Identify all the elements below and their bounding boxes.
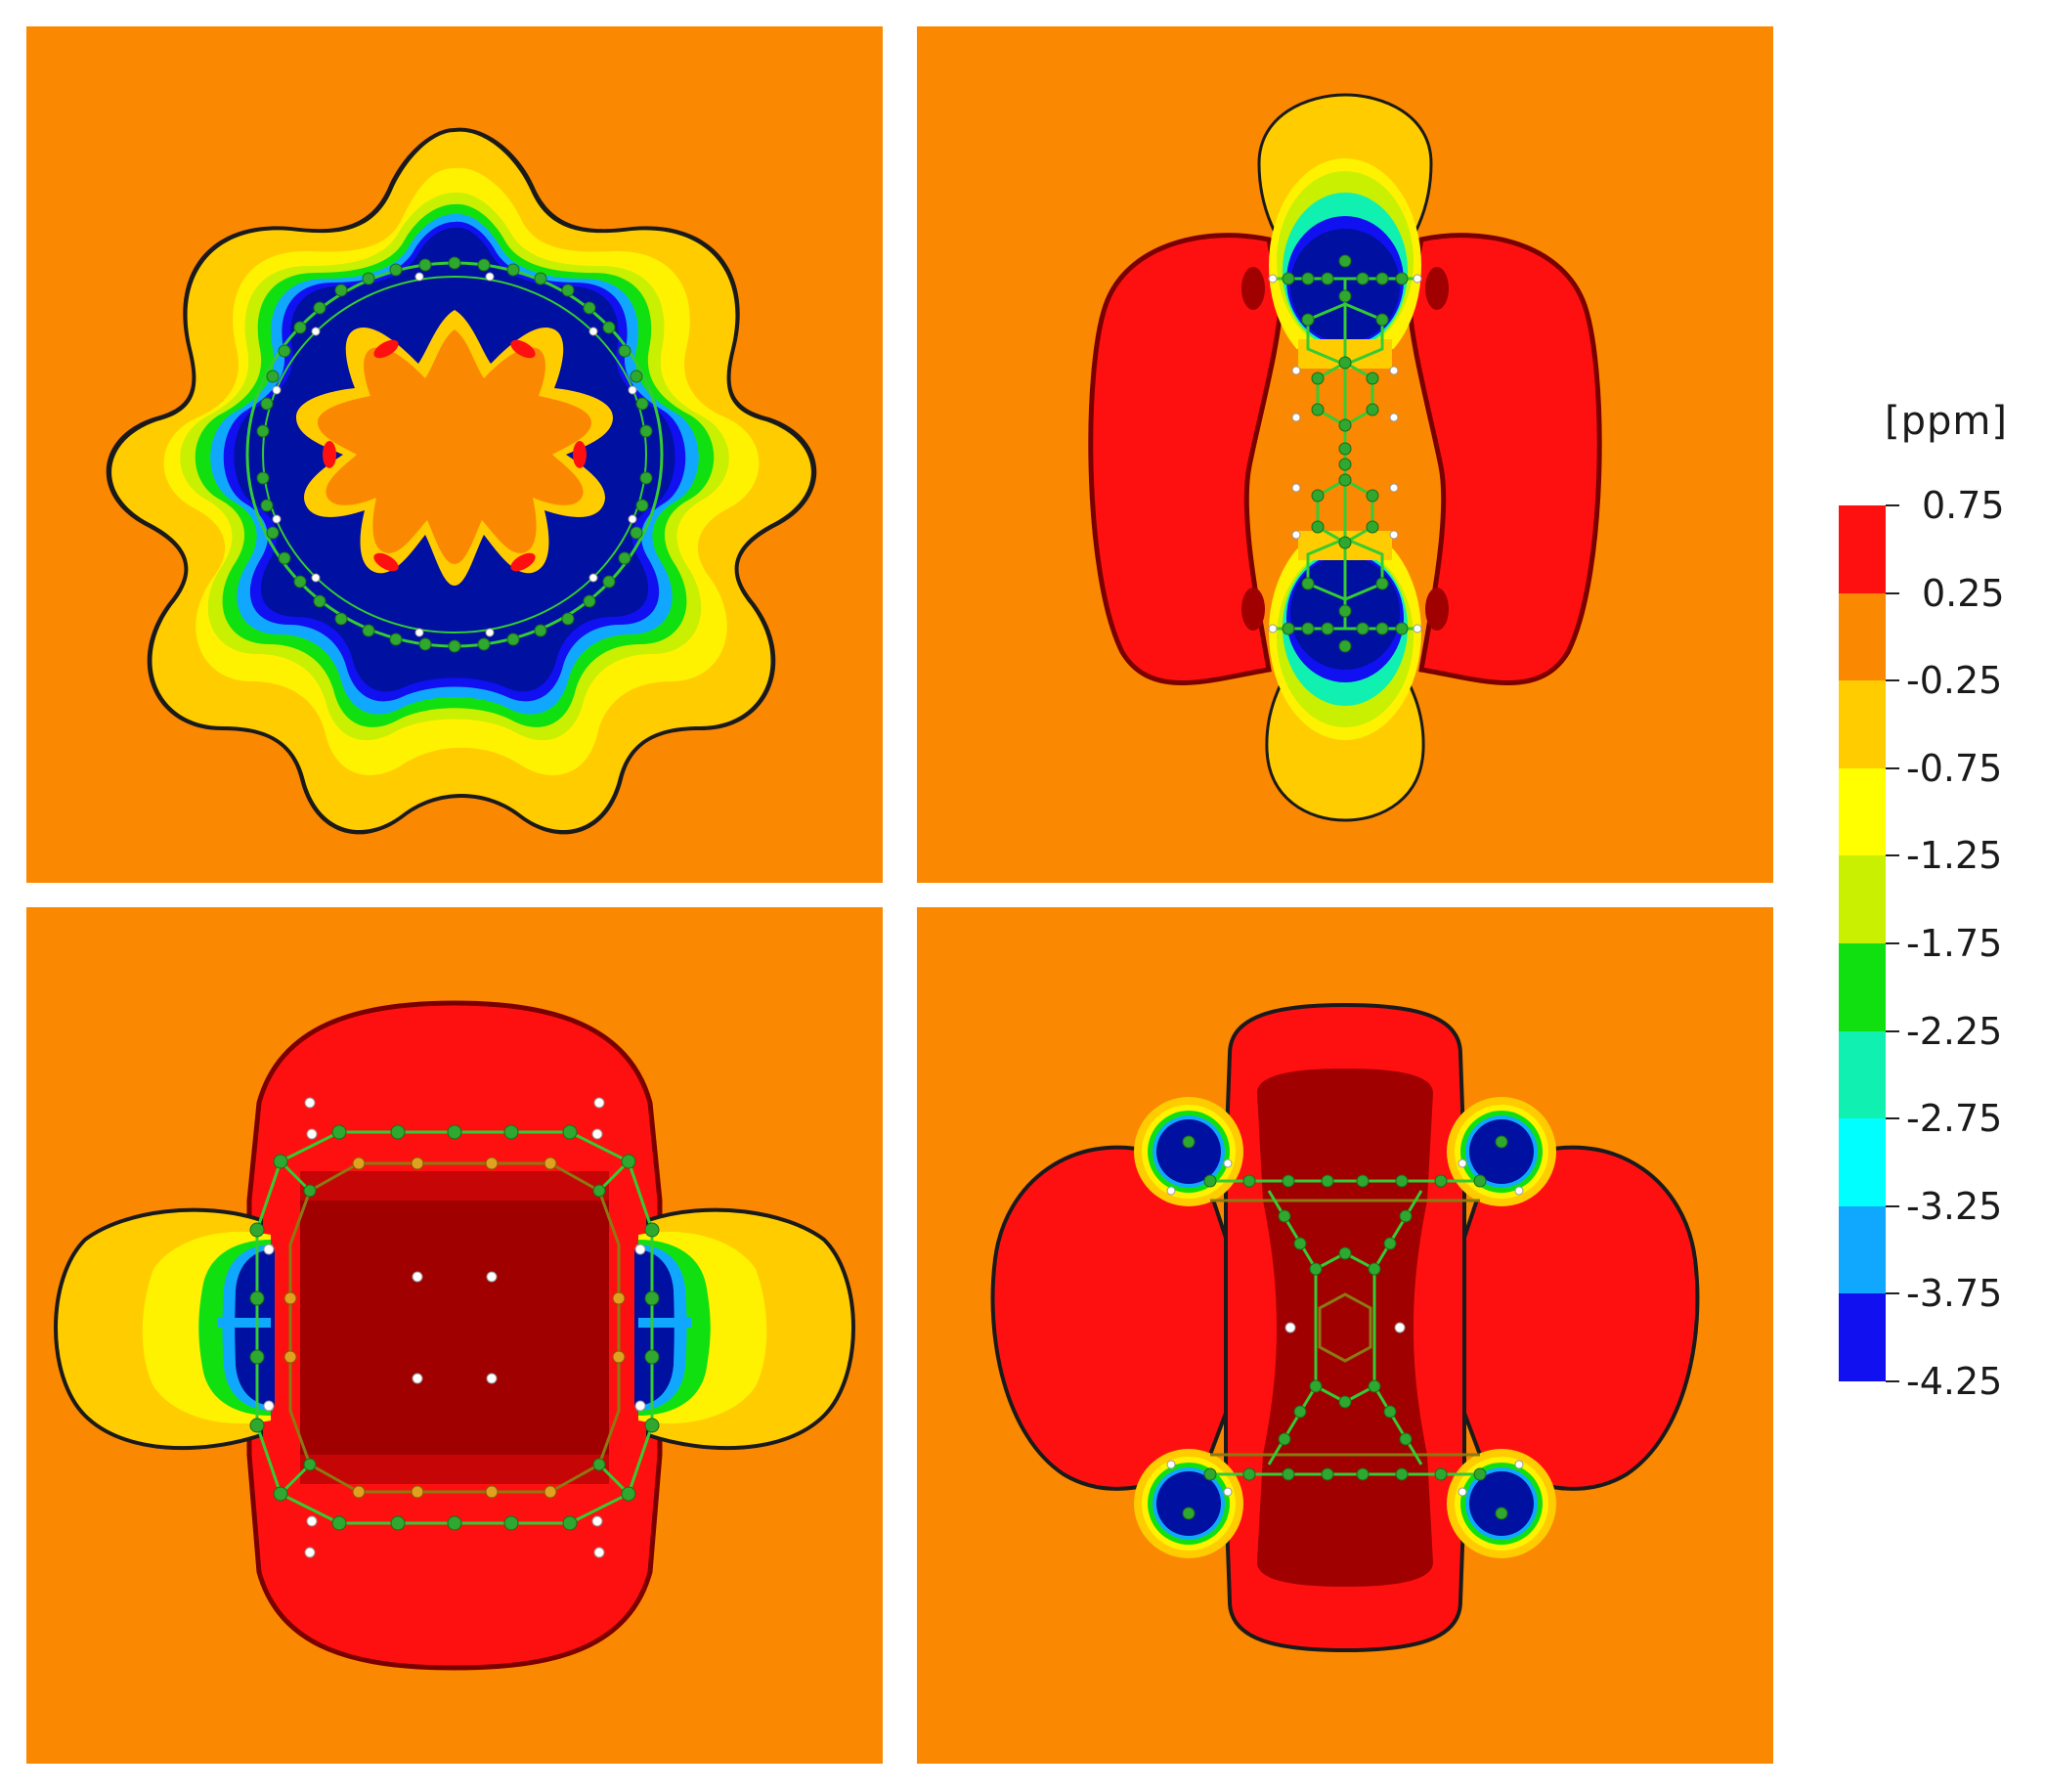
colorbar-tick-label: -3.25 [1906, 1184, 2003, 1228]
contour-darkred-band [300, 1455, 609, 1484]
colorbar-tick [1886, 942, 1899, 944]
contour-darkred-core [300, 1201, 609, 1455]
ring-contour-map [106, 127, 817, 835]
colorbar-tick-label: -0.25 [1906, 659, 2003, 703]
colorbar-tick-label: -2.25 [1906, 1009, 2003, 1053]
contour-darkred-spot [1241, 588, 1265, 631]
hydrogen-atoms [272, 272, 637, 637]
colorbar-tick [1886, 766, 1899, 769]
red-petal [373, 552, 399, 572]
hydrogen-atoms [263, 1097, 646, 1558]
panel-cage-oblique-view [917, 907, 1773, 1764]
colorbar-tick-label: 0.25 [1922, 571, 2005, 615]
colorbar-segment [1839, 505, 1886, 594]
colorbar-tick [1886, 1292, 1899, 1295]
red-petal [323, 441, 336, 468]
hydrogen-atoms [1166, 1158, 1524, 1497]
colorbar-segment [1839, 1030, 1886, 1119]
colorbar-tick-label: 0.75 [1922, 484, 2005, 527]
red-petal [573, 441, 587, 468]
red-petal [373, 339, 399, 359]
colorbar-segment [1839, 943, 1886, 1032]
contour-darkred-spot [1241, 267, 1265, 310]
colorbar-segment [1839, 767, 1886, 856]
contour-red-lobe-left [1088, 233, 1284, 685]
contour-orange-seam [638, 1318, 691, 1328]
colorbar-segment [1839, 1293, 1886, 1382]
contour-darkred-column [1257, 1069, 1433, 1587]
bond-ring-inner [262, 276, 647, 634]
carbon-atoms [1282, 254, 1409, 653]
red-petal [510, 552, 536, 572]
colorbar-tick [1886, 1380, 1899, 1382]
side-contour-map [1088, 93, 1602, 822]
carbon-atoms [256, 256, 653, 653]
carbon-atoms [249, 1124, 660, 1531]
orange-atoms [283, 1157, 626, 1499]
panel-ring-top-view [26, 26, 883, 883]
contour-darkred-band [300, 1171, 609, 1201]
contour-inner-orange [318, 329, 591, 564]
contour-bulb-top-right [1447, 1097, 1556, 1206]
oblique-contour-map [990, 1002, 1700, 1653]
contour-darkred-spot [1425, 267, 1449, 310]
colorbar-tick [1886, 679, 1899, 682]
colorbar-tick-label: -1.25 [1906, 834, 2003, 878]
colorbar-tick-label: -2.75 [1906, 1097, 2003, 1141]
colorbar-tick [1886, 1204, 1899, 1207]
colorbar-segment [1839, 1205, 1886, 1294]
colorbar-tick-label: -1.75 [1906, 922, 2003, 965]
contour-darkred-spot [1425, 588, 1449, 631]
colorbar-tick [1886, 504, 1899, 506]
colorbar-tick [1886, 1117, 1899, 1120]
panel-cage-top-view [26, 907, 883, 1764]
contour-orange-seam [218, 1318, 271, 1328]
colorbar-tick-label: -4.25 [1906, 1360, 2003, 1403]
colorbar-tick [1886, 854, 1899, 857]
carbon-atoms [1182, 1135, 1508, 1520]
colorbar-segment [1839, 592, 1886, 681]
colorbar-tick [1886, 1029, 1899, 1032]
colorbar-segment [1839, 1118, 1886, 1207]
contour-bulb-top-left [1134, 1097, 1243, 1206]
hydrogen-atoms [1268, 274, 1422, 634]
colorbar-tick [1886, 591, 1899, 594]
colorbar-tick-label: -0.75 [1906, 746, 2003, 790]
red-petal [510, 339, 536, 359]
molecule-ring [245, 256, 664, 653]
panel-cage-side-view [917, 26, 1773, 883]
contour-red-lobe-right [1407, 233, 1602, 685]
contour-bulb-bottom-left [1134, 1449, 1243, 1558]
colorbar-tick-label: -3.75 [1906, 1272, 2003, 1316]
colorbar-segment [1839, 855, 1886, 944]
colorbar [1839, 505, 1886, 1382]
contour-bulb-bottom-right [1447, 1449, 1556, 1558]
colorbar-segment [1839, 680, 1886, 769]
cage-top-contour-map [54, 1000, 855, 1671]
colorbar-unit-label: [ppm] [1885, 399, 2008, 444]
